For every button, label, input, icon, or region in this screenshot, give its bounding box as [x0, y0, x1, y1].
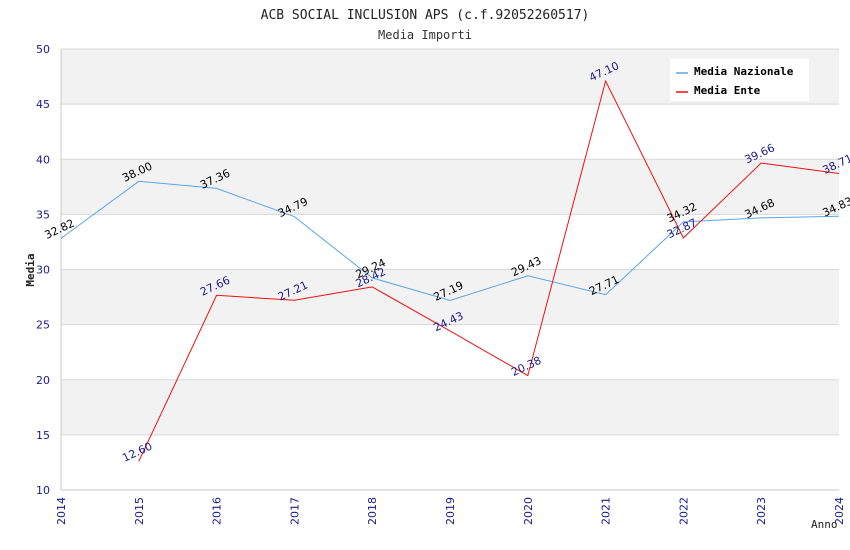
x-tick-labels: 2014 2015 2016 2017 2018 2019 2020 2021 2022 2023… — [55, 497, 846, 525]
axes — [60, 49, 839, 491]
x-tick-label: 2023 — [755, 497, 768, 525]
grid-band — [61, 269, 839, 325]
x-tick-label: 2014 — [55, 497, 68, 525]
data-label-media-ente: 12.60 — [120, 440, 154, 465]
y-tick-label: 25 — [36, 319, 50, 332]
x-tick-label: 2021 — [600, 497, 613, 525]
x-axis-label: Anno — [811, 518, 838, 531]
x-tick-label: 2018 — [366, 497, 379, 525]
x-tick-label: 2017 — [288, 497, 301, 525]
y-tick-label: 35 — [36, 208, 50, 221]
legend-label-media-ente: Media Ente — [694, 84, 761, 97]
chart-title: ACB SOCIAL INCLUSION APS (c.f.9205226051… — [261, 8, 590, 23]
legend-box — [670, 59, 809, 101]
chart-subtitle: Media Importi — [378, 28, 472, 42]
x-tick-label: 2016 — [211, 497, 224, 525]
x-tick-label: 2024 — [833, 497, 846, 525]
y-tick-label: 20 — [36, 374, 50, 387]
y-axis-label: Media — [24, 253, 37, 286]
legend: Media Nazionale Media Ente — [670, 59, 809, 101]
y-tick-labels: 10 15 20 25 30 35 40 45 50 — [36, 43, 50, 497]
background-bands — [61, 49, 839, 435]
grid-lines — [61, 48, 839, 491]
y-tick-label: 10 — [36, 484, 50, 497]
series-line-media-nazionale — [60, 180, 840, 302]
legend-label-media-nazionale: Media Nazionale — [694, 65, 794, 78]
y-tick-label: 15 — [36, 429, 50, 442]
series-line-media-ente — [138, 79, 840, 462]
x-tick-label: 2022 — [677, 497, 690, 525]
y-tick-label: 40 — [36, 153, 50, 166]
y-tick-label: 30 — [36, 264, 50, 277]
series-lines — [60, 79, 840, 462]
x-tick-label: 2019 — [444, 497, 457, 525]
y-tick-label: 50 — [36, 43, 50, 56]
grid-band — [61, 379, 839, 435]
x-tick-label: 2020 — [522, 497, 535, 525]
grid-band — [61, 159, 839, 215]
x-tick-label: 2015 — [133, 497, 146, 525]
y-tick-label: 45 — [36, 98, 50, 111]
